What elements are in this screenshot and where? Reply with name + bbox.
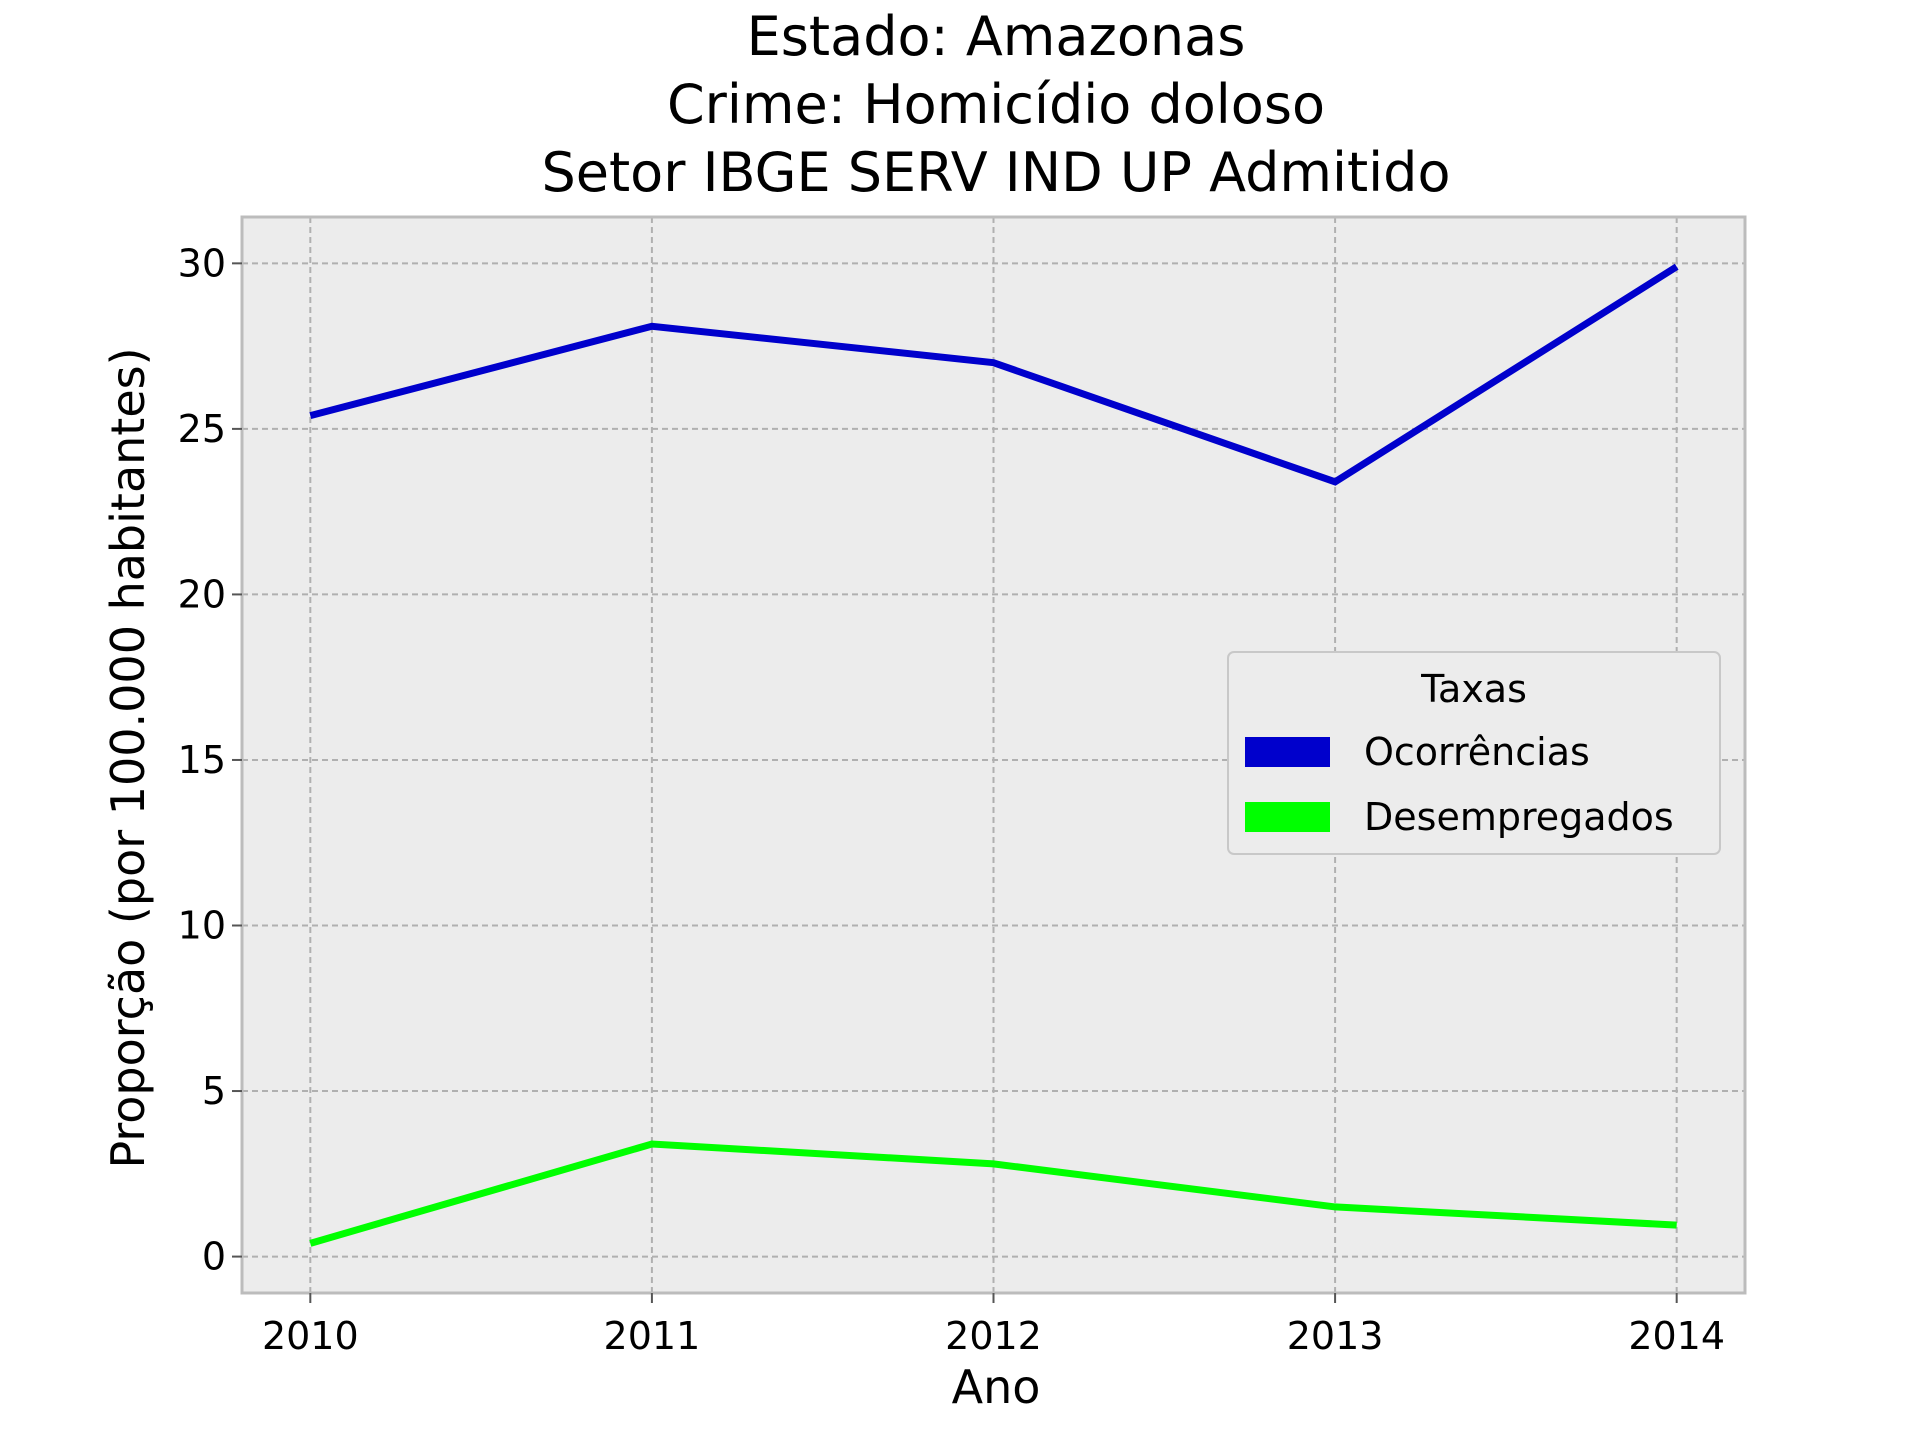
x-tick-label: 2012 bbox=[945, 1314, 1042, 1358]
y-tick-label: 20 bbox=[178, 572, 226, 616]
legend-title: Taxas bbox=[1420, 667, 1527, 711]
y-axis-label: Proporção (por 100.000 habitantes) bbox=[101, 347, 155, 1168]
legend-label-desempregados: Desempregados bbox=[1364, 795, 1674, 839]
legend-swatch-ocorrencias bbox=[1245, 737, 1330, 767]
y-tick-label: 25 bbox=[178, 407, 226, 451]
y-tick-label: 0 bbox=[202, 1235, 226, 1279]
x-tick-label: 2013 bbox=[1287, 1314, 1384, 1358]
chart-title-line-2: Crime: Homicídio doloso bbox=[667, 73, 1325, 136]
chart-title-line-1: Estado: Amazonas bbox=[747, 5, 1246, 68]
chart-title-line-3: Setor IBGE SERV IND UP Admitido bbox=[542, 141, 1451, 204]
legend-label-ocorrencias: Ocorrências bbox=[1364, 730, 1590, 774]
x-tick-label: 2010 bbox=[262, 1314, 359, 1358]
chart-title: Estado: Amazonas Crime: Homicídio doloso… bbox=[542, 5, 1451, 204]
legend-swatch-desempregados bbox=[1245, 802, 1330, 832]
x-tick-label: 2014 bbox=[1628, 1314, 1725, 1358]
y-tick-label: 10 bbox=[178, 904, 226, 948]
x-axis-label: Ano bbox=[952, 1360, 1041, 1414]
y-tick-label: 30 bbox=[178, 241, 226, 285]
x-tick-label: 2011 bbox=[604, 1314, 701, 1358]
y-tick-label: 15 bbox=[178, 738, 226, 782]
legend: Taxas Ocorrências Desempregados bbox=[1228, 652, 1720, 854]
y-tick-label: 5 bbox=[202, 1069, 226, 1113]
